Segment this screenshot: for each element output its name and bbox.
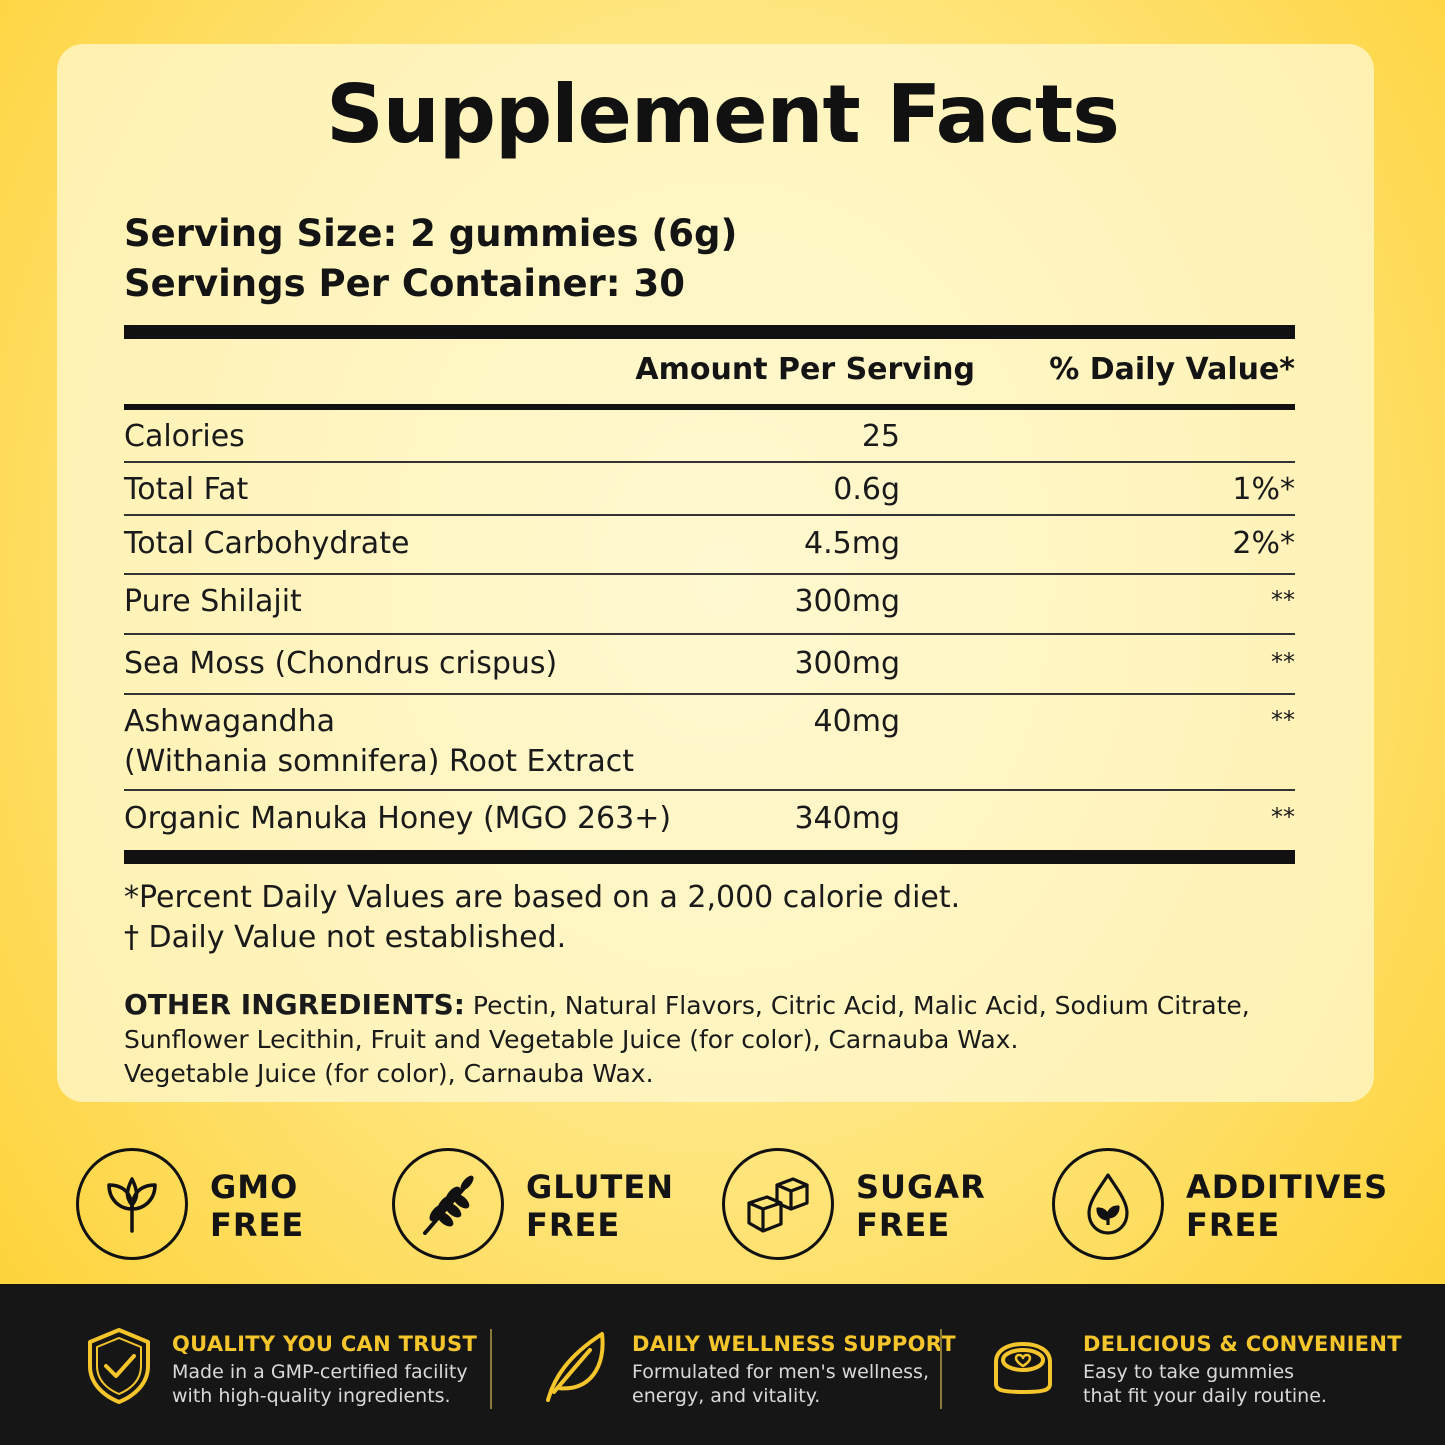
- amount-header: Amount Per Serving: [635, 352, 975, 387]
- badge-line2: FREE: [526, 1206, 621, 1244]
- badge-line2: FREE: [210, 1206, 305, 1244]
- thick-divider: [124, 850, 1295, 864]
- badge-label: GMO FREE: [210, 1168, 304, 1244]
- feature-desc-line2: energy, and vitality.: [632, 1385, 821, 1407]
- badge-line1: GMO: [210, 1168, 299, 1206]
- footer-separator: [940, 1329, 942, 1409]
- shield-check-icon: [88, 1328, 150, 1404]
- feature-desc-line2: that fit your daily routine.: [1083, 1385, 1327, 1407]
- feature-desc-line1: Easy to take gummies: [1083, 1361, 1295, 1383]
- other-ingredients-line1: Pectin, Natural Flavors, Citric Acid, Ma…: [464, 991, 1250, 1020]
- feature-desc-line1: Made in a GMP-certified facility: [172, 1361, 468, 1383]
- other-ingredients-label: OTHER INGREDIENTS:: [124, 988, 465, 1021]
- nutrient-amount: 300mg: [794, 584, 900, 619]
- nutrient-name: Organic Manuka Honey (MGO 263+): [124, 801, 672, 836]
- nutrient-daily-value: 2%*: [1232, 526, 1295, 561]
- page-title: Supplement Facts: [326, 68, 1120, 161]
- feature-title: DAILY WELLNESS SUPPORT: [632, 1332, 956, 1356]
- other-ingredients-line2: Sunflower Lecithin, Fruit and Vegetable …: [124, 1025, 1019, 1054]
- badge-circle: [1052, 1148, 1164, 1260]
- feature-desc-line1: Formulated for men's wellness,: [632, 1361, 929, 1383]
- nutrient-amount: 4.5mg: [804, 526, 900, 561]
- nutrient-amount: 300mg: [794, 646, 900, 681]
- feature-description: Made in a GMP-certified facility with hi…: [172, 1360, 468, 1408]
- thick-divider: [124, 325, 1295, 339]
- badge-circle: [392, 1148, 504, 1260]
- nutrient-name: Ashwagandha: [124, 704, 335, 739]
- badge-line1: SUGAR: [856, 1168, 986, 1206]
- nutrient-daily-value: **: [1271, 706, 1295, 734]
- nutrient-name: Sea Moss (Chondrus crispus): [124, 646, 558, 681]
- nutrient-name: Total Fat: [124, 472, 249, 507]
- other-ingredients-line3: Vegetable Juice (for color), Carnauba Wa…: [124, 1059, 654, 1088]
- row-divider: [124, 461, 1295, 463]
- nutrient-name: Total Carbohydrate: [124, 526, 410, 561]
- daily-value-header: % Daily Value*: [1049, 352, 1295, 387]
- footer-bar: QUALITY YOU CAN TRUST Made in a GMP-cert…: [0, 1284, 1445, 1445]
- medium-divider: [124, 404, 1295, 410]
- nutrient-name: Calories: [124, 419, 245, 454]
- row-divider: [124, 693, 1295, 695]
- nutrient-name: Pure Shilajit: [124, 584, 302, 619]
- feature-title: DELICIOUS & CONVENIENT: [1083, 1332, 1402, 1356]
- wheat-icon: [423, 1175, 474, 1235]
- row-divider: [124, 573, 1295, 575]
- badge-line1: ADDITIVES: [1186, 1168, 1389, 1206]
- other-ingredients: OTHER INGREDIENTS: Pectin, Natural Flavo…: [124, 988, 1324, 1091]
- nutrient-daily-value: **: [1271, 803, 1295, 831]
- badge-line2: FREE: [1186, 1206, 1281, 1244]
- feature-title: QUALITY YOU CAN TRUST: [172, 1332, 478, 1356]
- nutrient-amount: 40mg: [813, 704, 900, 739]
- feature-description: Formulated for men's wellness, energy, a…: [632, 1360, 929, 1408]
- row-divider: [124, 789, 1295, 791]
- nutrient-amount: 25: [861, 419, 900, 454]
- nutrient-name-detail: (Withania somnifera) Root Extract: [124, 744, 634, 779]
- footnote-percent: *Percent Daily Values are based on a 2,0…: [124, 880, 961, 915]
- nutrient-daily-value: 1%*: [1232, 472, 1295, 507]
- feature-desc-line2: with high-quality ingredients.: [172, 1385, 451, 1407]
- drop-icon: [1087, 1173, 1129, 1235]
- servings-per-container: Servings Per Container: 30: [124, 262, 685, 305]
- badge-line2: FREE: [856, 1206, 951, 1244]
- badge-label: SUGAR FREE: [856, 1168, 986, 1244]
- footer-separator: [490, 1329, 492, 1409]
- nutrient-amount: 0.6g: [833, 472, 900, 507]
- badge-label: GLUTEN FREE: [526, 1168, 674, 1244]
- nutrient-amount: 340mg: [794, 801, 900, 836]
- serving-size: Serving Size: 2 gummies (6g): [124, 212, 738, 255]
- feature-description: Easy to take gummies that fit your daily…: [1083, 1360, 1327, 1408]
- sugar-cube-icon: [747, 1177, 809, 1233]
- footnote-dagger: † Daily Value not established.: [124, 920, 567, 955]
- badge-circle: [76, 1148, 188, 1260]
- nutrient-daily-value: **: [1271, 648, 1295, 676]
- badge-circle: [722, 1148, 834, 1260]
- badge-line1: GLUTEN: [526, 1168, 674, 1206]
- row-divider: [124, 514, 1295, 516]
- leaf-icon: [546, 1332, 605, 1402]
- leaf-icon: [107, 1177, 157, 1233]
- gummy-icon: [994, 1342, 1052, 1394]
- badge-label: ADDITIVES FREE: [1186, 1168, 1388, 1244]
- nutrient-daily-value: **: [1271, 586, 1295, 614]
- row-divider: [124, 633, 1295, 635]
